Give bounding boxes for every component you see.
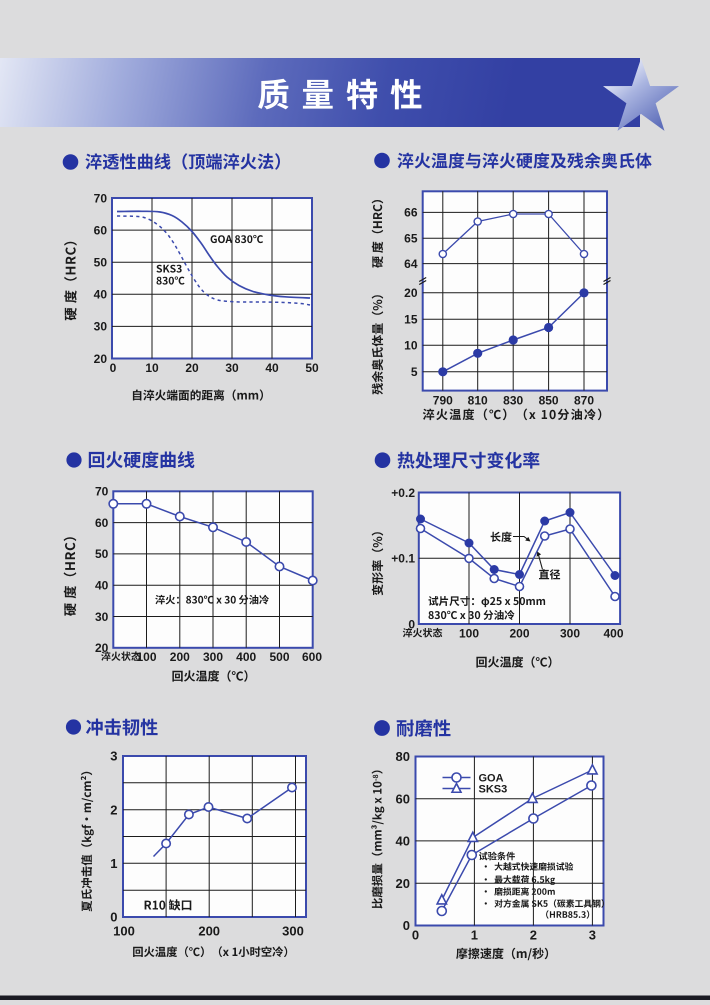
svg-text:3: 3 [110,749,117,764]
svg-text:400: 400 [236,650,256,664]
svg-text:40: 40 [94,288,108,302]
svg-text:300: 300 [560,627,580,641]
svg-text:40: 40 [396,834,410,849]
svg-text:15: 15 [404,313,418,327]
svg-text:3: 3 [589,928,596,943]
svg-text:2: 2 [530,928,537,943]
svg-text:65: 65 [404,232,418,246]
svg-text:80: 80 [396,749,410,764]
svg-text:50: 50 [305,361,319,375]
svg-text:2: 2 [110,802,117,817]
svg-text:870: 870 [574,394,594,408]
svg-text:64: 64 [404,257,418,271]
svg-text:30: 30 [94,320,108,334]
svg-text:70: 70 [95,485,109,499]
svg-text:830: 830 [503,394,523,408]
svg-text:500: 500 [269,650,289,664]
svg-text:20: 20 [185,361,199,375]
svg-text:200: 200 [198,924,220,939]
svg-text:1: 1 [110,856,117,871]
svg-text:0: 0 [408,617,415,631]
svg-text:790: 790 [433,394,453,408]
svg-text:60: 60 [396,791,410,806]
svg-text:60: 60 [94,223,108,237]
svg-text:SKS3: SKS3 [479,784,508,796]
svg-text:20: 20 [94,352,108,366]
svg-text:600: 600 [302,650,322,664]
svg-text:30: 30 [95,610,109,624]
svg-text:60: 60 [95,516,109,530]
svg-text:0: 0 [412,928,419,943]
svg-text:1: 1 [471,928,478,943]
svg-text:30: 30 [225,361,239,375]
svg-text:20: 20 [95,641,109,655]
svg-text:100: 100 [113,924,135,939]
svg-text:400: 400 [603,627,623,641]
svg-text:50: 50 [94,256,108,270]
svg-text:50: 50 [95,547,109,561]
svg-text:200: 200 [509,627,529,641]
svg-text:810: 810 [468,394,488,408]
svg-text:10: 10 [404,339,418,353]
svg-text:0: 0 [110,361,117,375]
svg-text:0: 0 [403,918,410,933]
svg-text:+0.1: +0.1 [391,552,415,566]
svg-text:300: 300 [282,924,304,939]
svg-text:10: 10 [145,361,159,375]
svg-text:40: 40 [95,579,109,593]
svg-text:200: 200 [170,650,190,664]
svg-text:0: 0 [110,910,117,925]
svg-text:40: 40 [265,361,279,375]
svg-text:850: 850 [539,394,559,408]
svg-text:100: 100 [136,650,156,664]
svg-text:100: 100 [459,627,479,641]
svg-text:+0.2: +0.2 [391,486,415,500]
svg-text:20: 20 [396,876,410,891]
svg-text:300: 300 [203,650,223,664]
svg-text:20: 20 [404,286,418,300]
svg-text:66: 66 [404,206,418,220]
svg-text:GOA: GOA [479,773,504,785]
svg-text:5: 5 [411,365,418,379]
svg-text:70: 70 [94,191,108,205]
